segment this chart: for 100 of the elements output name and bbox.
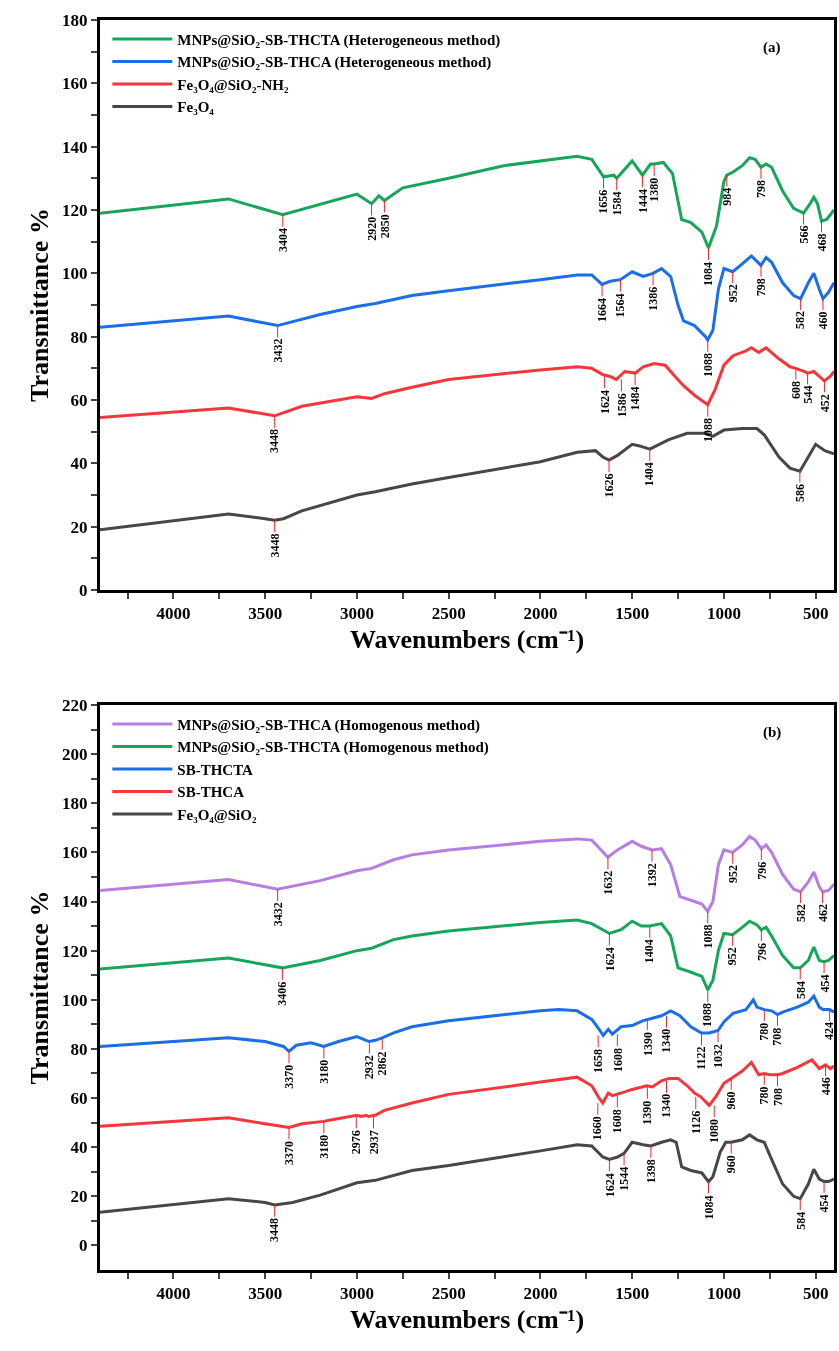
legend-label: MNPs@SiO₂-SB-THCTA (Heterogeneous method)	[177, 31, 501, 49]
annotation: 462	[816, 904, 831, 923]
annotation: 586	[792, 483, 807, 502]
annotation: 1664	[595, 297, 610, 322]
x-tick-label: 3000	[339, 1284, 374, 1304]
annotation: 1390	[639, 1100, 654, 1125]
annotation: 796	[754, 861, 769, 880]
y-tick-label: 60	[70, 1088, 88, 1108]
annotation: 566	[796, 225, 811, 244]
y-tick-label: 0	[79, 580, 88, 600]
x-tick-label: 2000	[523, 1284, 558, 1304]
annotation: 984	[719, 187, 734, 206]
x-tick-label: 500	[802, 1284, 829, 1304]
annotation: 3432	[270, 338, 285, 363]
annotation: 3448	[267, 533, 282, 558]
annotation: 468	[814, 233, 829, 252]
annotation: 1340	[659, 1028, 674, 1053]
annotation: 3432	[270, 902, 285, 927]
annotation: 1084	[701, 261, 716, 286]
x-axis-title: Wavenumbers (cm⁻¹)	[349, 1305, 585, 1335]
y-tick-label: 140	[62, 892, 88, 912]
annotation: 460	[815, 311, 830, 330]
y-tick-label: 80	[70, 327, 88, 347]
x-tick-label: 4000	[156, 1284, 191, 1304]
annotation: 1624	[597, 390, 612, 415]
x-tick-label: 2500	[431, 604, 466, 624]
annotation: 452	[817, 394, 832, 413]
annotation: 1404	[642, 939, 657, 964]
y-tick-label: 140	[62, 137, 88, 157]
annotation: 2976	[349, 1130, 364, 1155]
x-tick-label: 2000	[523, 604, 558, 624]
annotation: 582	[793, 311, 808, 330]
annotation: 796	[754, 942, 769, 961]
annotation: 584	[793, 1211, 808, 1230]
annotation: 454	[816, 1194, 831, 1213]
annotation: 1624	[602, 947, 617, 972]
annotation: 1656	[596, 189, 611, 214]
legend-label: SB-THCTA	[177, 761, 254, 778]
y-tick-label: 80	[70, 1039, 88, 1059]
annotation: 3370	[282, 1140, 297, 1165]
annotation: 1390	[640, 1031, 655, 1056]
annotation: 1584	[610, 191, 625, 216]
annotation: 798	[753, 180, 768, 199]
annotation: (b)	[763, 724, 782, 741]
x-tick-label: 1000	[706, 604, 741, 624]
y-tick-label: 220	[62, 695, 88, 715]
annotation: 1564	[613, 293, 628, 318]
annotation: 1084	[701, 1195, 716, 1220]
y-tick-label: 160	[62, 843, 88, 863]
x-tick-label: 1000	[706, 1284, 741, 1304]
y-axis-title: Transmittance %	[25, 208, 55, 402]
y-tick-label: 120	[62, 200, 88, 220]
y-tick-label: 120	[62, 941, 88, 961]
annotation: 960	[724, 1091, 739, 1110]
annotation: (a)	[763, 39, 781, 56]
annotation: 1608	[610, 1109, 625, 1134]
annotation: 1398	[643, 1159, 658, 1184]
annotation: 446	[818, 1077, 833, 1096]
x-tick-label: 2500	[431, 1284, 466, 1304]
y-tick-label: 20	[70, 1187, 88, 1207]
annotation: 2920	[364, 216, 379, 241]
annotation: 1122	[694, 1046, 709, 1070]
annotation: 1544	[617, 1166, 632, 1191]
line-series	[100, 154, 834, 250]
x-axis-title: Wavenumbers (cm⁻¹)	[349, 625, 585, 655]
annotation: 2862	[374, 1051, 389, 1076]
annotation: 952	[725, 947, 740, 966]
annotation: 3370	[282, 1064, 297, 1089]
annotation: 1088	[700, 417, 715, 442]
annotation: 952	[726, 284, 741, 303]
annotation: 1632	[601, 870, 616, 895]
annotation: 1088	[700, 1003, 715, 1028]
annotation: 960	[724, 1155, 739, 1174]
x-tick-label: 1500	[615, 604, 650, 624]
y-tick-label: 100	[62, 264, 88, 284]
annotation: 2850	[377, 214, 392, 239]
legend-label: SB-THCA	[177, 784, 245, 801]
annotation: 2932	[362, 1055, 377, 1080]
annotation: 3448	[267, 1217, 282, 1242]
legend-label: MNPs@SiO₂-SB-THCA (Homogenous method)	[177, 716, 480, 734]
legend-label: MNPs@SiO₂-SB-THCA (Heterogeneous method)	[177, 54, 492, 72]
annotation: 708	[770, 1087, 785, 1106]
legend-label: Fe₃O₄	[177, 99, 215, 116]
x-tick-label: 3000	[339, 604, 374, 624]
y-tick-label: 60	[70, 390, 88, 410]
annotation: 1484	[627, 386, 642, 411]
annotation: 1032	[711, 1043, 726, 1068]
annotation: 1392	[644, 863, 659, 888]
annotation: 3180	[317, 1134, 332, 1159]
annotation: 3180	[317, 1059, 332, 1084]
annotation: 780	[756, 1086, 771, 1105]
y-tick-label: 200	[62, 745, 88, 765]
y-tick-label: 40	[70, 454, 88, 474]
annotation: 584	[793, 980, 808, 999]
annotation: 3448	[267, 428, 282, 453]
annotation: 1658	[591, 1048, 606, 1073]
legend-label: MNPs@SiO₂-SB-THCTA (Homogenous method)	[177, 739, 489, 757]
annotation: 1660	[590, 1116, 605, 1141]
y-tick-label: 0	[79, 1236, 88, 1256]
y-tick-label: 180	[62, 10, 88, 30]
